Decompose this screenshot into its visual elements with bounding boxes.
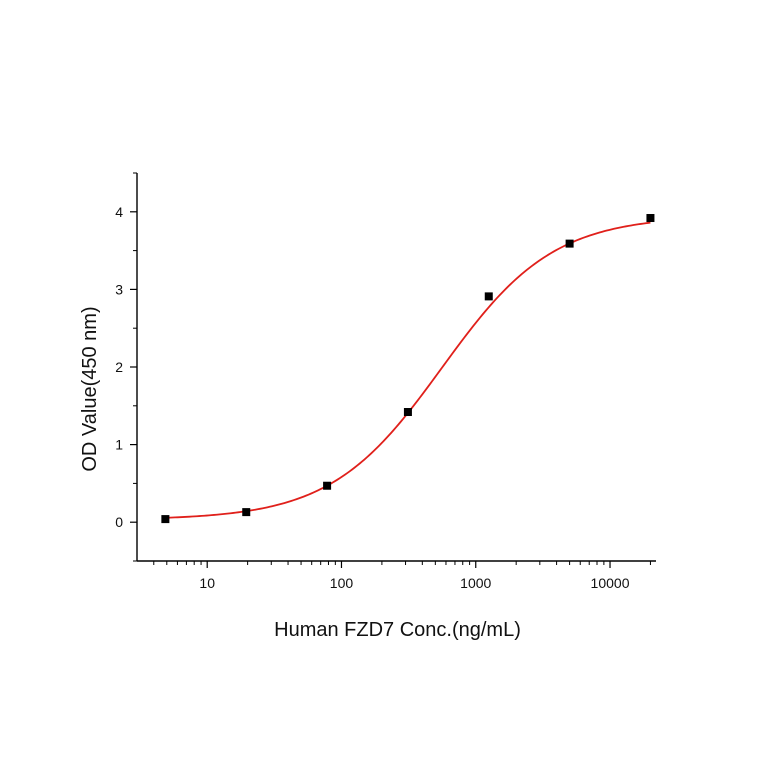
data-point <box>161 515 170 524</box>
y-tick-label: 4 <box>115 204 123 220</box>
axes <box>136 173 656 562</box>
data-point <box>242 508 251 517</box>
data-points <box>161 214 655 524</box>
x-tick-label: 10 <box>199 575 215 591</box>
data-point <box>646 214 655 223</box>
data-point <box>403 408 412 417</box>
x-tick-label: 100 <box>330 575 354 591</box>
y-tick-label: 0 <box>115 514 123 530</box>
y-tick-label: 3 <box>115 281 123 297</box>
x-axis-title: Human FZD7 Conc.(ng/mL) <box>274 619 521 641</box>
data-point <box>565 239 574 248</box>
ticks: 10 100 1000 10000 0 1 2 3 4 <box>115 172 651 591</box>
x-tick-label: 10000 <box>591 575 630 591</box>
data-point <box>323 481 332 490</box>
fit-curve-layer <box>165 221 651 519</box>
y-tick-label: 2 <box>115 359 123 375</box>
fit-curve <box>165 221 651 519</box>
y-tick-label: 1 <box>115 437 123 453</box>
y-axis-title: OD Value(450 nm) <box>79 306 101 471</box>
x-tick-label: 1000 <box>460 575 491 591</box>
data-point <box>484 292 493 301</box>
